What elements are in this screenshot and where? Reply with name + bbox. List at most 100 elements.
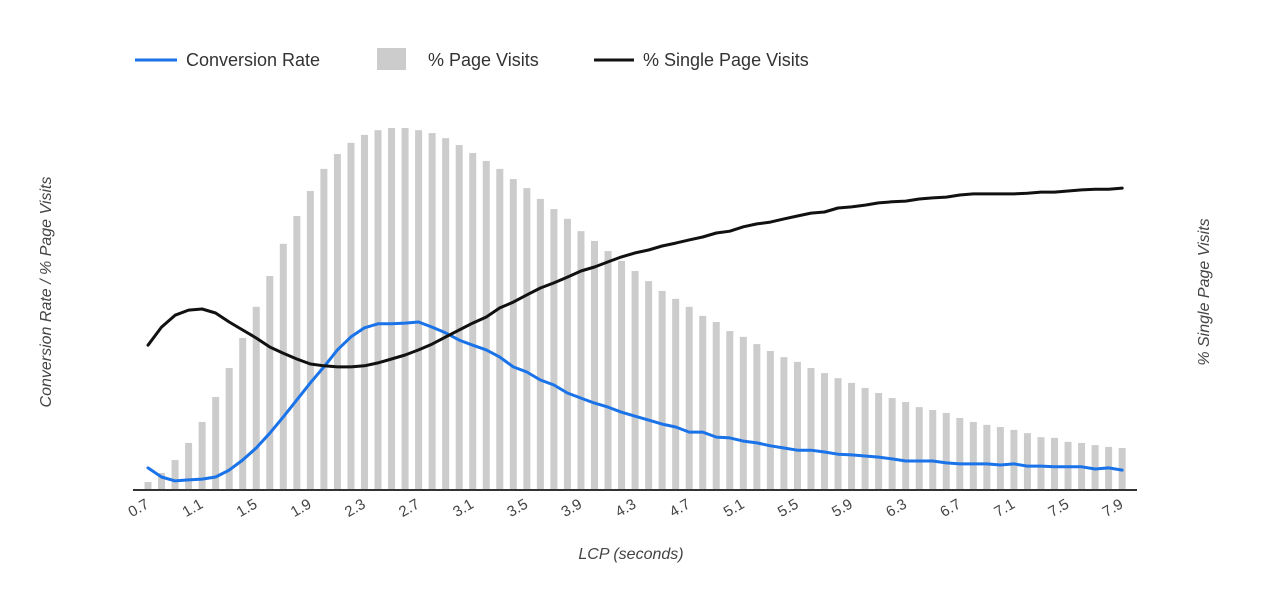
bar-5.5 — [793, 361, 801, 490]
bar-7.4 — [1051, 437, 1059, 490]
bar-2.7 — [415, 130, 423, 490]
x-tick-label: 5.9 — [829, 496, 856, 521]
x-tick-label: 7.9 — [1100, 496, 1127, 521]
x-tick-label: 6.3 — [883, 496, 910, 521]
bar-5.4 — [780, 357, 788, 490]
bar-2.9 — [442, 138, 450, 491]
bar-2.2 — [347, 142, 355, 491]
bar-1.9 — [306, 190, 314, 490]
x-axis-title: LCP (seconds) — [578, 546, 683, 563]
x-tick-label: 3.9 — [558, 496, 585, 521]
bar-2.1 — [333, 154, 341, 490]
x-tick-label: 2.7 — [396, 496, 423, 521]
x-tick-labels: 0.7 1.1 1.5 1.9 2.3 2.7 3.1 3.5 3.9 4.3 4.7 5.1 5.5 5… — [125, 496, 1126, 521]
conversion-rate-line — [146, 320, 1124, 483]
x-tick-label: 1.1 — [180, 496, 207, 521]
bar-5.1 — [739, 336, 747, 490]
bar-5.6 — [807, 368, 815, 490]
x-tick-label: 5.5 — [775, 496, 802, 521]
bar-6.5 — [929, 409, 937, 490]
bar-1.4 — [239, 337, 247, 490]
bar-1.7 — [279, 243, 287, 490]
bar-7.1 — [1010, 429, 1018, 490]
x-tick-label: 2.3 — [342, 496, 369, 521]
bar-2.6 — [401, 128, 409, 490]
y-axis-right-title: % Single Page Visits — [1196, 218, 1213, 365]
legend-label-page-visits: % Page Visits — [428, 50, 539, 70]
legend-label-conversion-rate: Conversion Rate — [186, 50, 320, 70]
bar-4.2 — [618, 260, 626, 490]
x-tick-label: 4.7 — [667, 496, 694, 521]
bar-6.7 — [956, 417, 964, 490]
bar-4.9 — [712, 322, 720, 490]
bar-4.7 — [685, 306, 693, 490]
bar-0.8 — [158, 472, 166, 490]
legend: Conversion Rate % Page Visits % Single P… — [135, 48, 809, 70]
x-tick-label: 7.5 — [1045, 496, 1072, 521]
bar-7.2 — [1023, 433, 1031, 490]
bar-6.9 — [983, 424, 991, 490]
bar-0.7 — [144, 482, 152, 490]
bar-4.5 — [658, 290, 666, 490]
single-page-visits-line — [146, 186, 1124, 369]
bar-3.9 — [577, 231, 585, 491]
bar-1.6 — [266, 276, 274, 490]
bar-3.7 — [550, 209, 558, 490]
bar-4.6 — [672, 298, 680, 490]
bar-2.4 — [374, 130, 382, 490]
bar-3.2 — [482, 160, 490, 490]
bar-2.5 — [388, 128, 396, 490]
legend-swatch-page-visits — [377, 48, 406, 70]
bar-6.1 — [875, 392, 883, 490]
bar-4.1 — [604, 251, 612, 490]
bar-6.4 — [915, 407, 923, 490]
bar-6.3 — [902, 402, 910, 490]
bar-6.6 — [942, 412, 950, 490]
bar-7 — [996, 427, 1004, 490]
bar-5 — [726, 331, 734, 490]
legend-label-single-page-visits: % Single Page Visits — [643, 50, 809, 70]
x-tick-label: 3.1 — [450, 496, 477, 521]
bar-1.1 — [198, 421, 206, 490]
bar-5.9 — [848, 382, 856, 490]
x-tick-label: 0.7 — [125, 496, 152, 521]
bar-6.2 — [888, 398, 896, 490]
y-axis-left-title: Conversion Rate / % Page Visits — [38, 177, 55, 408]
bar-1.5 — [252, 306, 260, 490]
bar-6 — [861, 387, 869, 490]
x-tick-label: 6.7 — [937, 496, 964, 521]
bar-1.3 — [225, 368, 233, 490]
bar-3.6 — [536, 198, 544, 490]
bar-4.3 — [631, 270, 639, 490]
bar-2.3 — [360, 134, 368, 491]
bar-3 — [455, 145, 463, 490]
x-tick-label: 5.1 — [721, 496, 748, 521]
bar-3.4 — [509, 179, 517, 491]
x-tick-label: 1.9 — [288, 496, 315, 521]
bar-1.2 — [212, 396, 220, 490]
line-series — [146, 186, 1124, 483]
bar-4.4 — [645, 281, 653, 490]
bar-1 — [185, 442, 193, 490]
bar-2 — [320, 168, 328, 490]
bar-4 — [590, 240, 598, 490]
bar-0.9 — [171, 459, 179, 490]
x-tick-label: 4.3 — [613, 496, 640, 521]
bar-3.3 — [496, 168, 504, 490]
bar-4.8 — [699, 315, 707, 490]
bar-1.8 — [293, 215, 301, 490]
bar-7.3 — [1037, 437, 1045, 490]
bar-5.3 — [766, 350, 774, 490]
bar-5.7 — [821, 373, 828, 490]
bar-5.8 — [834, 378, 842, 490]
x-tick-label: 1.5 — [234, 496, 261, 521]
bar-series — [144, 128, 1126, 491]
bar-5.2 — [753, 344, 761, 490]
bar-2.8 — [428, 133, 436, 490]
x-tick-label: 3.5 — [504, 496, 531, 521]
bar-3.5 — [523, 188, 531, 491]
bar-3.8 — [563, 218, 571, 490]
bar-6.8 — [969, 421, 977, 490]
x-tick-label: 7.1 — [991, 496, 1018, 521]
